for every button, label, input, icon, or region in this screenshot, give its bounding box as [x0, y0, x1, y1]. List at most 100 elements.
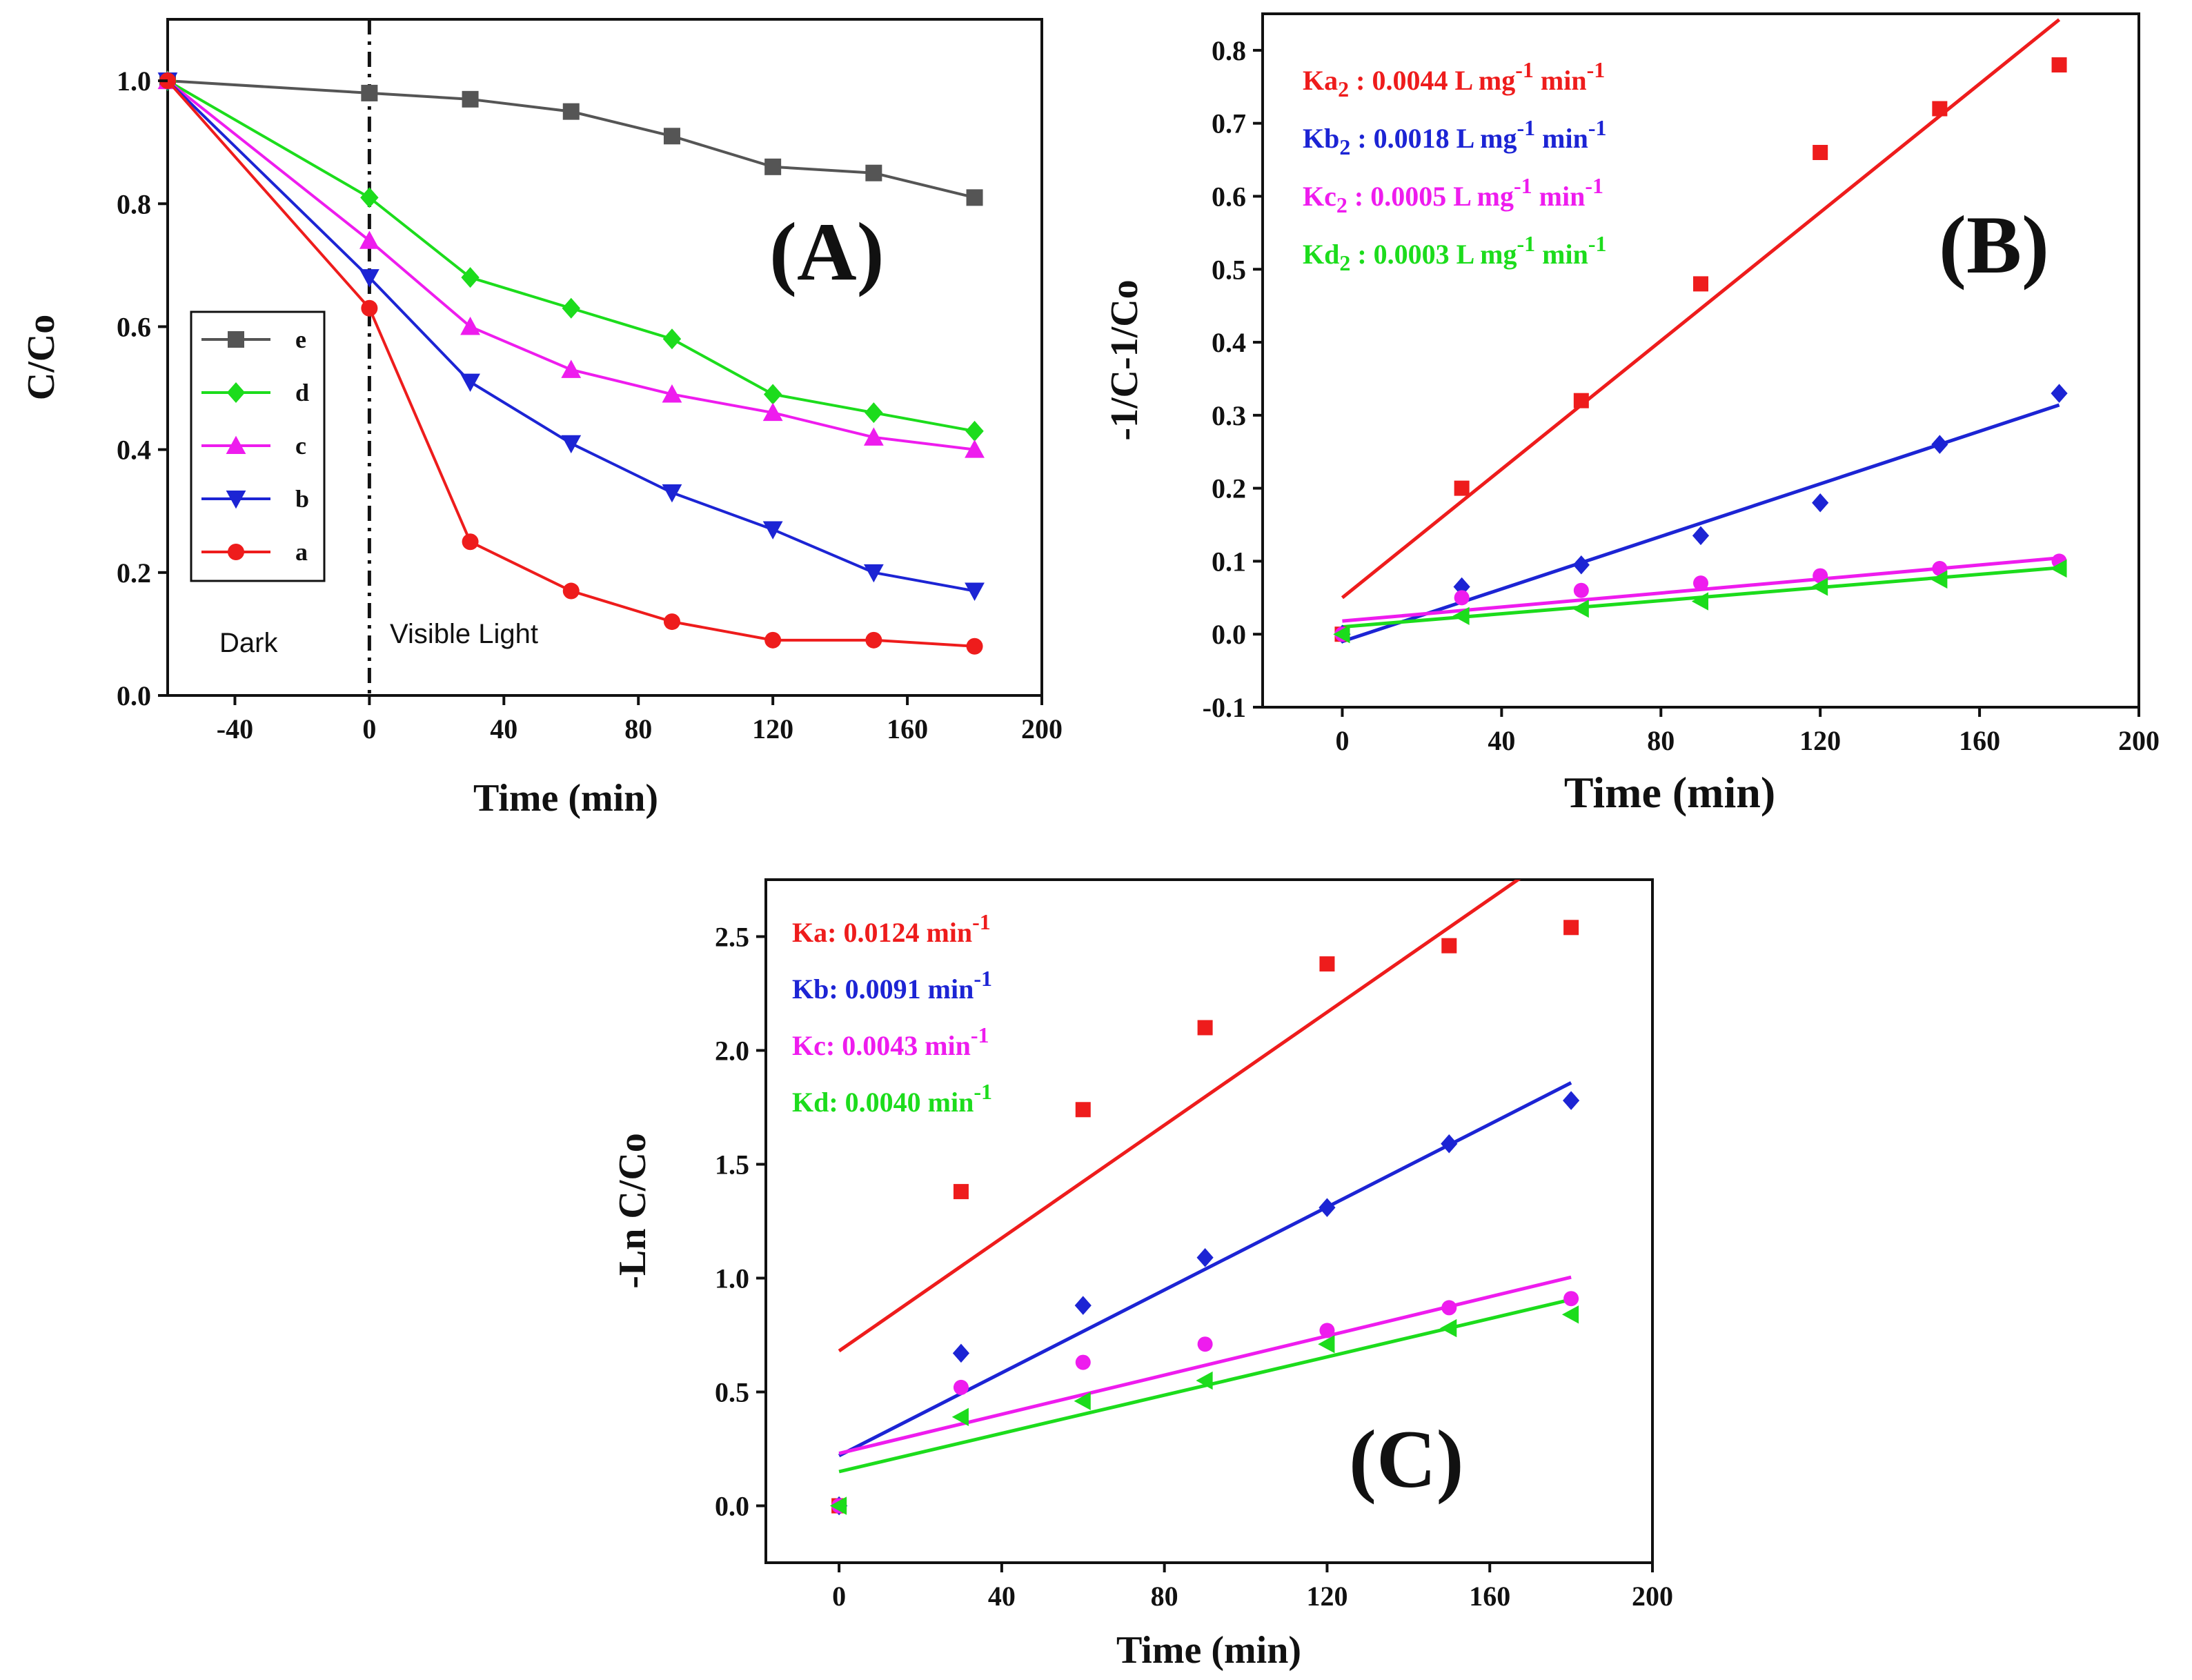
- panel-a-x-tick-label: 160: [887, 713, 928, 744]
- panel-c: 0 40 80 120 160 200 0.0 0.5 1.0 1.5 2.0 2.5 Ka: 0.0…: [611, 878, 1673, 1672]
- series-a-point: [1693, 276, 1708, 292]
- series-a-point: [953, 1184, 969, 1200]
- panel-b-y-tick-label: 0.6: [1212, 181, 1246, 212]
- panel-c-y-tick-label: 1.0: [715, 1263, 749, 1294]
- panel-a-x-tick-label: -40: [217, 713, 253, 744]
- legend-a-marker: [228, 544, 244, 560]
- panel-c-marks: [829, 880, 1580, 1516]
- series-d-point: [2050, 559, 2067, 578]
- panel-c-rate-constants: Ka: 0.0124 min-1 Kb: 0.0091 min-1 Kc: 0.00…: [792, 909, 992, 1118]
- panel-a-y-tick-label: 0.6: [117, 311, 151, 342]
- panel-a-y-tick-label: 0.2: [117, 557, 151, 589]
- series-c-point: [1573, 582, 1589, 598]
- panel-c-x-axis-label: Time (min): [1116, 1629, 1301, 1672]
- series-e-point: [764, 158, 782, 175]
- visible-light-annotation: Visible Light: [390, 619, 538, 649]
- panel-c-x-tick-label: 120: [1306, 1581, 1347, 1612]
- panel-a-x-tick-label: 80: [624, 713, 652, 744]
- series-b-point: [561, 435, 582, 454]
- series-d-point: [1318, 1335, 1335, 1354]
- series-d-point: [829, 1496, 847, 1515]
- series-b-line: [166, 79, 975, 593]
- series-c-point: [359, 230, 379, 249]
- series-d-point: [1810, 577, 1828, 596]
- panel-b-y-tick-label: 0.2: [1212, 473, 1246, 504]
- series-c-point: [762, 402, 783, 422]
- series-b-point: [1931, 435, 1948, 454]
- panel-b-x-axis-label: Time (min): [1564, 768, 1775, 817]
- series-d-point: [1931, 570, 1948, 589]
- series-d-point: [1452, 606, 1470, 625]
- panel-a-x-tick-label: 200: [1021, 713, 1063, 744]
- panel-b-x-tick-label: 80: [1647, 725, 1675, 756]
- series-c-point: [863, 427, 884, 446]
- panel-c-y-tick-label: 0.5: [715, 1377, 749, 1408]
- panel-b-rate-c: Kc2 : 0.0005 L mg-1 min-1: [1303, 173, 1603, 217]
- series-c-point: [662, 384, 682, 403]
- series-a-point: [1197, 1020, 1213, 1036]
- panel-c-y-axis-label: -Ln C/Co: [611, 1133, 654, 1289]
- series-d-point: [1196, 1371, 1213, 1390]
- panel-c-y-tick-label: 0.0: [715, 1491, 749, 1522]
- series-c-point: [1075, 1354, 1091, 1370]
- legend-c-label: c: [295, 432, 306, 459]
- panel-b-rate-d: Kd2 : 0.0003 L mg-1 min-1: [1303, 231, 1606, 275]
- panel-c-rate-c: Kc: 0.0043 min-1: [792, 1022, 989, 1061]
- series-d-point: [951, 1407, 969, 1426]
- series-d-point: [1691, 592, 1708, 611]
- panel-c-y-tick-label: 2.0: [715, 1036, 749, 1067]
- series-b-point: [863, 564, 884, 583]
- series-d-point: [965, 420, 984, 442]
- legend-b-marker: [226, 491, 246, 509]
- panel-c-x-tick-label: 200: [1632, 1581, 1673, 1612]
- series-b-point: [460, 373, 480, 393]
- series-a-point: [462, 533, 479, 551]
- series-a-point: [966, 638, 983, 655]
- legend-d-marker: [226, 382, 246, 403]
- panel-a-ticks: -40 0 40 80 120 160 200 0.0 0.2 0.4 0.6 0.8 1.0: [117, 66, 1063, 744]
- panel-b-y-tick-label: 0.3: [1212, 400, 1246, 431]
- panel-b: 0 40 80 120 160 200 -0.1 0.0 0.1 0.2 0.3 0.4 0.5 0.6 0…: [1103, 12, 2160, 817]
- panel-a-x-tick-label: 40: [490, 713, 517, 744]
- series-d-point: [1074, 1392, 1091, 1410]
- legend-d-label: d: [295, 379, 309, 406]
- panel-c-rate-b: Kb: 0.0091 min-1: [792, 966, 992, 1005]
- panel-a-x-axis-label: Time (min): [473, 777, 658, 820]
- legend-e-label: e: [295, 326, 306, 353]
- panel-b-rate-constants: Ka2 : 0.0044 L mg-1 min-1 Kb2 : 0.0018 L …: [1303, 57, 1606, 275]
- series-b-point: [1441, 1134, 1458, 1154]
- panel-b-y-axis-label: -1/C-1/Co: [1103, 279, 1146, 440]
- panel-c-x-tick-label: 0: [832, 1581, 846, 1612]
- panel-c-rate-d: Kd: 0.0040 min-1: [792, 1079, 992, 1118]
- series-c-point: [1813, 568, 1828, 584]
- series-a-point: [865, 631, 882, 649]
- series-c-point: [1693, 575, 1708, 591]
- series-e-point: [562, 103, 580, 120]
- series-c-point: [1441, 1300, 1457, 1316]
- panel-c-letter: (C): [1349, 1413, 1464, 1505]
- panel-b-y-tick-label: 0.1: [1212, 546, 1246, 577]
- panel-b-x-tick-label: 200: [2118, 725, 2160, 756]
- series-c-point: [1563, 1291, 1579, 1307]
- series-a-point: [2051, 57, 2067, 73]
- legend-b-label: b: [295, 485, 309, 513]
- series-e-point: [361, 84, 378, 101]
- legend-a-label: a: [295, 538, 308, 566]
- panel-a-y-tick-label: 0.8: [117, 188, 151, 219]
- series-e-point: [865, 164, 882, 181]
- panel-a-x-tick-label: 120: [752, 713, 793, 744]
- series-c-point: [1932, 561, 1948, 576]
- series-c-point: [1454, 590, 1470, 606]
- series-e-line: [167, 79, 976, 199]
- panel-c-x-tick-label: 160: [1469, 1581, 1510, 1612]
- series-d-point: [1572, 599, 1589, 618]
- panel-c-ticks: 0 40 80 120 160 200 0.0 0.5 1.0 1.5 2.0 2.5: [715, 922, 1673, 1612]
- panel-a-marks: [157, 70, 985, 655]
- panel-b-marks: [1333, 18, 2068, 644]
- series-d-point: [1440, 1318, 1457, 1338]
- panel-c-x-tick-label: 40: [988, 1581, 1016, 1612]
- panel-b-letter: (B): [1939, 199, 2049, 290]
